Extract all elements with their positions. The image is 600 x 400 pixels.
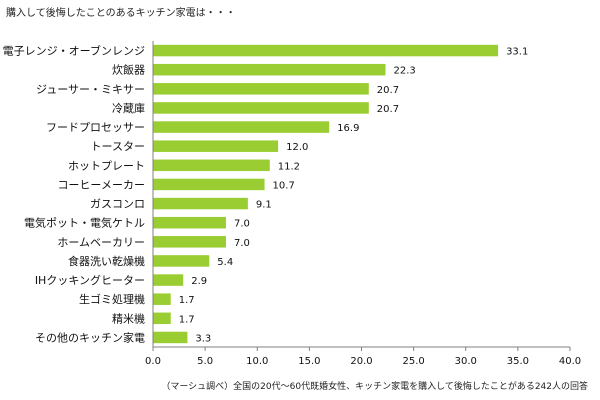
value-label-14: 1.7 [179, 314, 195, 325]
category-label-14: 精米機 [112, 311, 145, 325]
category-label-0: 電子レンジ・オーブンレンジ [3, 44, 145, 58]
value-labels-group: 33.1 22.3 20.7 20.7 16.9 12.0 11.2 10.79.1 7.0 7.… [179, 47, 529, 345]
value-label-10: 7.0 [234, 238, 250, 249]
bar-1 [153, 63, 386, 76]
bar-6 [153, 159, 270, 172]
value-label-11: 5.4 [217, 257, 233, 268]
x-tick-label-8: 40.0 [559, 356, 581, 367]
category-labels-group: 電子レンジ・オーブンレンジ炊飯器ジューサー・ミキサー冷蔵庫フードプロセッサートー… [3, 44, 145, 345]
value-label-2: 20.7 [377, 85, 399, 96]
bar-10 [153, 236, 226, 248]
value-label-7: 10.7 [273, 180, 295, 191]
category-label-2: ジューサー・ミキサー [36, 83, 145, 96]
category-label-15: その他のキッチン家電 [35, 330, 145, 344]
chart-title: 購入して後悔したことのあるキッチン家電は・・・ [6, 8, 236, 19]
category-label-4: フードプロセッサー [46, 121, 145, 134]
x-tick-label-6: 30.0 [455, 356, 477, 367]
x-tick-label-7: 35.0 [507, 356, 529, 367]
value-label-1: 22.3 [393, 66, 415, 77]
bar-3 [153, 102, 369, 114]
bar-9 [153, 216, 226, 229]
category-label-9: 電気ポット・電気ケトル [24, 216, 145, 230]
footnote: （マーシュ調べ）全国の20代～60代既婚女性、キッチン家電を購入して後悔したこと… [161, 382, 588, 392]
category-label-11: 食器洗い乾燥機 [68, 254, 145, 268]
category-label-3: 冷蔵庫 [112, 101, 145, 115]
bar-4 [153, 121, 330, 133]
bar-13 [153, 293, 171, 305]
category-label-7: コーヒーメーカー [57, 178, 145, 191]
value-label-9: 7.0 [234, 219, 250, 230]
bar-12 [153, 274, 184, 286]
bar-2 [153, 83, 369, 95]
value-label-6: 11.2 [278, 161, 300, 172]
value-label-13: 1.7 [179, 295, 195, 306]
bar-14 [153, 312, 171, 325]
value-label-4: 16.9 [337, 123, 359, 134]
x-axis: 0.0 5.0 10.0 15.0 20.0 25.0 30.0 35.0 40.0 [145, 41, 581, 367]
category-label-5: トースター [91, 140, 145, 153]
value-label-3: 20.7 [377, 104, 399, 115]
bar-11 [153, 255, 210, 267]
x-tick-label-3: 15.0 [298, 356, 320, 367]
value-label-12: 2.9 [191, 276, 207, 287]
x-tick-label-5: 25.0 [402, 356, 424, 367]
bars-group [153, 44, 499, 344]
category-label-6: ホットプレート [68, 159, 145, 172]
bar-8 [153, 197, 248, 210]
bar-7 [153, 178, 265, 191]
category-label-13: 生ゴミ処理機 [79, 292, 145, 306]
value-label-15: 3.3 [195, 333, 211, 344]
x-tick-label-2: 10.0 [246, 356, 268, 367]
value-label-8: 9.1 [256, 200, 272, 211]
x-tick-label-1: 5.0 [197, 356, 213, 367]
bar-15 [153, 331, 188, 344]
category-label-8: ガスコンロ [90, 198, 145, 211]
x-tick-label-0: 0.0 [145, 356, 161, 367]
category-label-1: 炊飯器 [112, 63, 145, 77]
bar-0 [153, 44, 499, 57]
bar-5 [153, 140, 279, 152]
value-label-0: 33.1 [506, 47, 528, 58]
category-label-10: ホームベーカリー [57, 236, 145, 249]
value-label-5: 12.0 [286, 142, 308, 153]
x-tick-label-4: 20.0 [350, 356, 372, 367]
category-label-12: IHクッキングヒーター [35, 273, 145, 287]
